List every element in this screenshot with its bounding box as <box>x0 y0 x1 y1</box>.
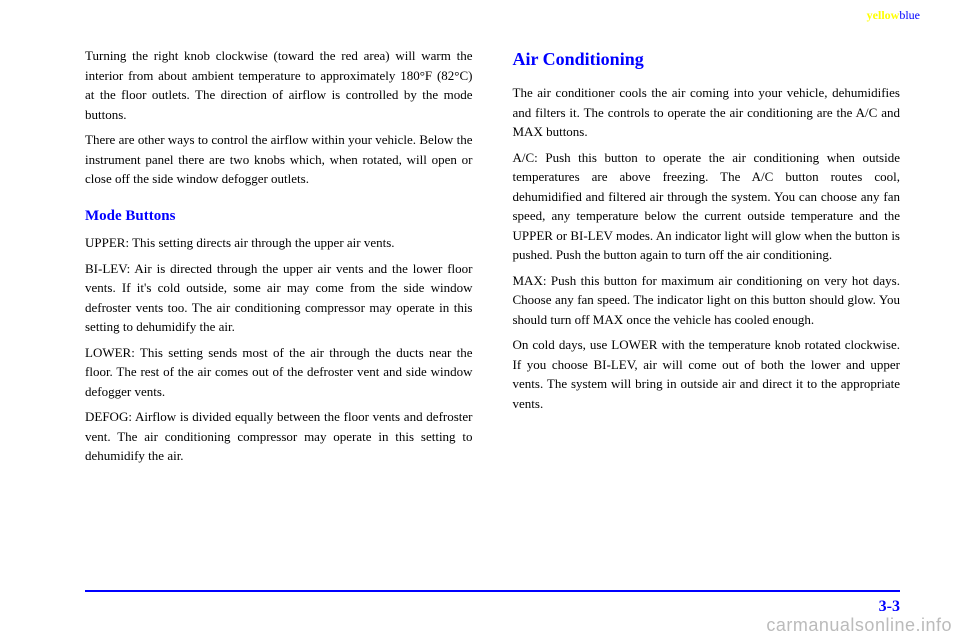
watermark: carmanualsonline.info <box>766 615 952 636</box>
right-para-4: On cold days, use LOWER with the tempera… <box>513 335 901 413</box>
right-para-3: MAX: Push this button for maximum air co… <box>513 271 901 330</box>
left-para-6: DEFOG: Airflow is divided equally betwee… <box>85 407 473 466</box>
right-para-1: The air conditioner cools the air coming… <box>513 83 901 142</box>
page-number: 3-3 <box>879 598 900 616</box>
left-column: Turning the right knob clockwise (toward… <box>85 46 473 472</box>
right-para-2: A/C: Push this button to operate the air… <box>513 148 901 265</box>
content-columns: Turning the right knob clockwise (toward… <box>85 46 900 472</box>
left-para-5: LOWER: This setting sends most of the ai… <box>85 343 473 402</box>
mode-buttons-heading: Mode Buttons <box>85 205 473 228</box>
air-conditioning-heading: Air Conditioning <box>513 46 901 73</box>
footer-rule <box>85 590 900 592</box>
right-column: Air Conditioning The air conditioner coo… <box>513 46 901 472</box>
header-marker: yellowblue <box>867 8 920 23</box>
left-para-4: BI-LEV: Air is directed through the uppe… <box>85 259 473 337</box>
header-yellow-text: yellow <box>867 8 900 22</box>
left-para-3: UPPER: This setting directs air through … <box>85 233 473 253</box>
header-blue-text: blue <box>899 8 920 22</box>
left-para-2: There are other ways to control the airf… <box>85 130 473 189</box>
left-para-1: Turning the right knob clockwise (toward… <box>85 46 473 124</box>
